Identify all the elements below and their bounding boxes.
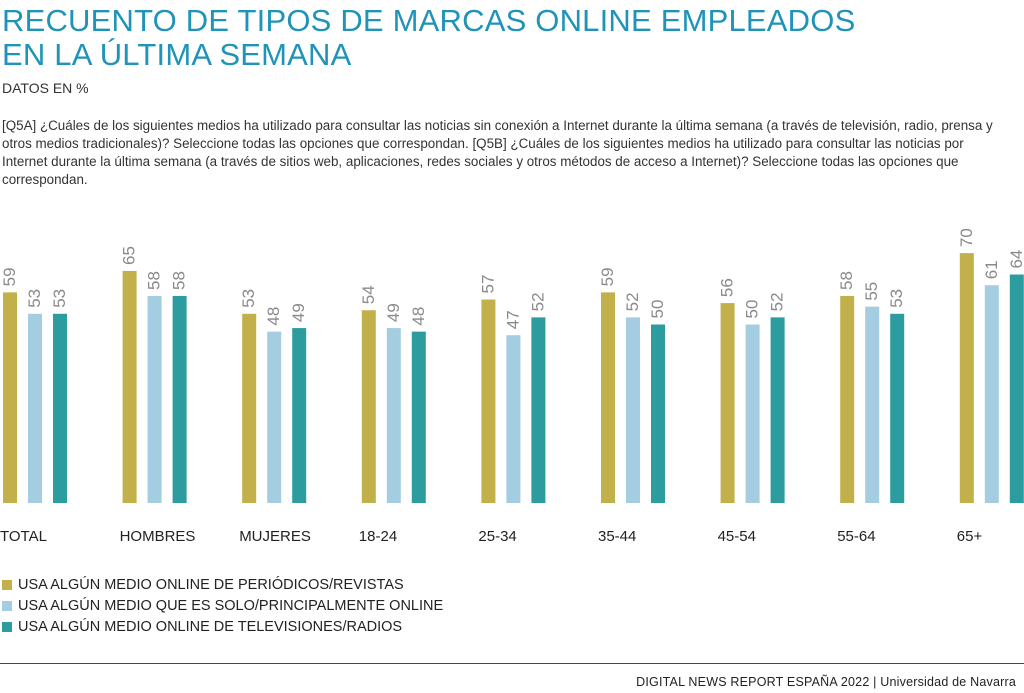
data-label: 50 — [743, 300, 762, 319]
chart-legend: USA ALGÚN MEDIO ONLINE DE PERIÓDICOS/REV… — [2, 574, 443, 637]
bar-hombres-series-2 — [147, 295, 162, 503]
data-label: 61 — [982, 260, 1001, 279]
data-label: 59 — [0, 267, 19, 286]
category-label: HOMBRES — [120, 528, 196, 545]
data-label: 53 — [50, 289, 69, 308]
bar-mujeres-series-3 — [292, 328, 307, 503]
survey-question: [Q5A] ¿Cuáles de los siguientes medios h… — [2, 118, 993, 187]
data-label: 59 — [598, 267, 617, 286]
data-label: 65 — [120, 246, 139, 265]
category-label: 65+ — [957, 528, 983, 545]
category-label: 35-44 — [598, 528, 636, 545]
category-label: 25-34 — [478, 528, 516, 545]
bar-55-64-series-3 — [890, 313, 905, 503]
bar-hombres-series-1 — [122, 270, 137, 503]
legend-item: USA ALGÚN MEDIO QUE ES SOLO/PRINCIPALMEN… — [2, 595, 443, 616]
data-label: 55 — [862, 282, 881, 301]
bar-45-54-series-3 — [770, 317, 785, 503]
chart-subtitle: DATOS EN % — [2, 80, 89, 96]
legend-swatch — [2, 621, 12, 632]
data-label: 70 — [957, 228, 976, 247]
footer-credit: DIGITAL NEWS REPORT ESPAÑA 2022 | Univer… — [636, 675, 1016, 689]
data-label: 52 — [528, 292, 547, 311]
data-label: 58 — [170, 271, 189, 290]
bar-55-64-series-1 — [840, 295, 855, 503]
category-label: 55-64 — [837, 528, 875, 545]
bar-35-44-series-2 — [626, 317, 640, 503]
data-label: 54 — [359, 285, 378, 304]
category-label: MUJERES — [239, 528, 311, 545]
legend-label: USA ALGÚN MEDIO ONLINE DE PERIÓDICOS/REV… — [18, 576, 404, 593]
bar-18-24-series-1 — [361, 310, 376, 503]
legend-item: USA ALGÚN MEDIO ONLINE DE PERIÓDICOS/REV… — [2, 574, 443, 595]
bar-45-54-series-2 — [745, 324, 760, 503]
data-label: 50 — [648, 300, 667, 319]
title-line-1: RECUENTO DE TIPOS DE MARCAS ONLINE EMPLE… — [2, 3, 856, 38]
bar-25-34-series-1 — [481, 299, 496, 503]
bar-18-24-series-2 — [386, 328, 401, 503]
footer-divider — [0, 663, 1024, 664]
legend-item: USA ALGÚN MEDIO ONLINE DE TELEVISIONES/R… — [2, 616, 443, 637]
data-label: 56 — [718, 278, 737, 297]
data-label: 58 — [145, 271, 164, 290]
chart-title: RECUENTO DE TIPOS DE MARCAS ONLINE EMPLE… — [2, 4, 902, 72]
bar-65+-series-3 — [1009, 274, 1024, 503]
bar-35-44-series-3 — [651, 324, 665, 503]
data-label: 53 — [887, 289, 906, 308]
bar-25-34-series-3 — [531, 317, 546, 503]
bar-mujeres-series-2 — [267, 331, 282, 503]
bar-18-24-series-3 — [411, 331, 426, 503]
data-label: 49 — [384, 303, 403, 322]
data-label: 52 — [768, 292, 787, 311]
legend-label: USA ALGÚN MEDIO ONLINE DE TELEVISIONES/R… — [18, 618, 403, 635]
legend-swatch — [2, 600, 12, 611]
legend-swatch — [2, 579, 12, 590]
bar-mujeres-series-1 — [242, 313, 257, 503]
bar-total-series-2 — [28, 313, 42, 503]
data-label: 53 — [25, 289, 44, 308]
data-label: 53 — [239, 289, 258, 308]
data-label: 58 — [837, 271, 856, 290]
data-label: 52 — [623, 292, 642, 311]
bar-45-54-series-1 — [720, 303, 735, 503]
bar-65+-series-1 — [959, 253, 974, 503]
bar-55-64-series-2 — [865, 306, 880, 503]
data-label: 48 — [409, 307, 428, 326]
bar-35-44-series-1 — [601, 292, 615, 503]
category-label: 18-24 — [359, 528, 397, 545]
bar-chart: 59 53 53 TOTAL 65 58 58 HOMBRES 53 48 49 MUJERES 54 4… — [0, 228, 1024, 545]
bar-65+-series-2 — [984, 285, 999, 503]
data-label: 57 — [478, 275, 497, 294]
data-label: 48 — [264, 307, 283, 326]
category-label: 45-54 — [718, 528, 756, 545]
bar-total-series-3 — [53, 313, 67, 503]
bar-hombres-series-3 — [172, 295, 187, 503]
data-label: 47 — [503, 310, 522, 329]
category-label: TOTAL — [0, 528, 47, 545]
bar-total-series-1 — [3, 292, 17, 503]
title-line-2: EN LA ÚLTIMA SEMANA — [2, 37, 352, 72]
legend-label: USA ALGÚN MEDIO QUE ES SOLO/PRINCIPALMEN… — [18, 597, 444, 614]
bar-25-34-series-2 — [506, 335, 521, 503]
data-label: 64 — [1007, 250, 1024, 269]
data-label: 49 — [289, 303, 308, 322]
